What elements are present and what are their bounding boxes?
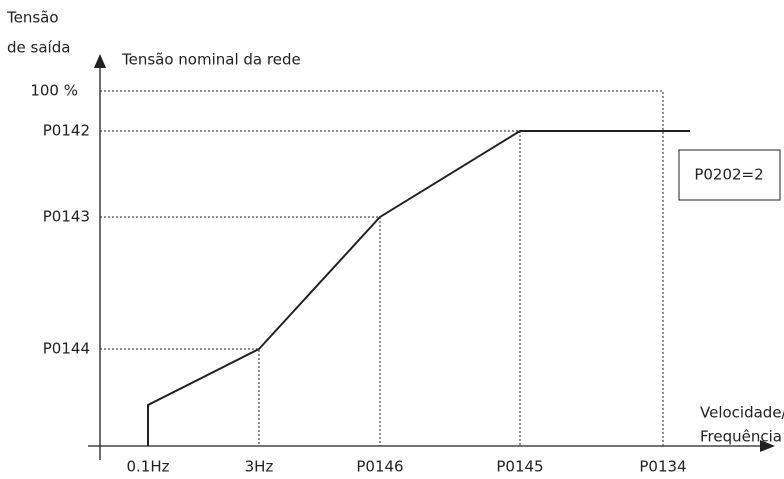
x-axis-title: Velocidade/ bbox=[700, 404, 784, 422]
y-axis-title: de saída bbox=[7, 39, 70, 57]
y-level: 100 % bbox=[30, 82, 78, 100]
y-axis-title: Tensão bbox=[6, 9, 59, 27]
y-arrow bbox=[94, 54, 106, 68]
x-point: 0.1Hz bbox=[126, 458, 169, 476]
x-axis-title: Frequência bbox=[700, 428, 782, 446]
x-point: 3Hz bbox=[245, 458, 274, 476]
guide-lines bbox=[100, 90, 664, 446]
nominal-label: Tensão nominal da rede bbox=[121, 51, 301, 69]
x-point: P0146 bbox=[356, 458, 403, 476]
mode-box bbox=[678, 149, 781, 201]
y-level: P0144 bbox=[43, 340, 90, 358]
x-arrow bbox=[760, 440, 775, 452]
x-point: P0134 bbox=[639, 458, 686, 476]
x-point: P0145 bbox=[496, 458, 543, 476]
mode-label: P0202=2 bbox=[694, 166, 763, 184]
vf-curve bbox=[147, 130, 690, 446]
y-level: P0143 bbox=[43, 208, 90, 226]
y-level: P0142 bbox=[43, 122, 90, 140]
